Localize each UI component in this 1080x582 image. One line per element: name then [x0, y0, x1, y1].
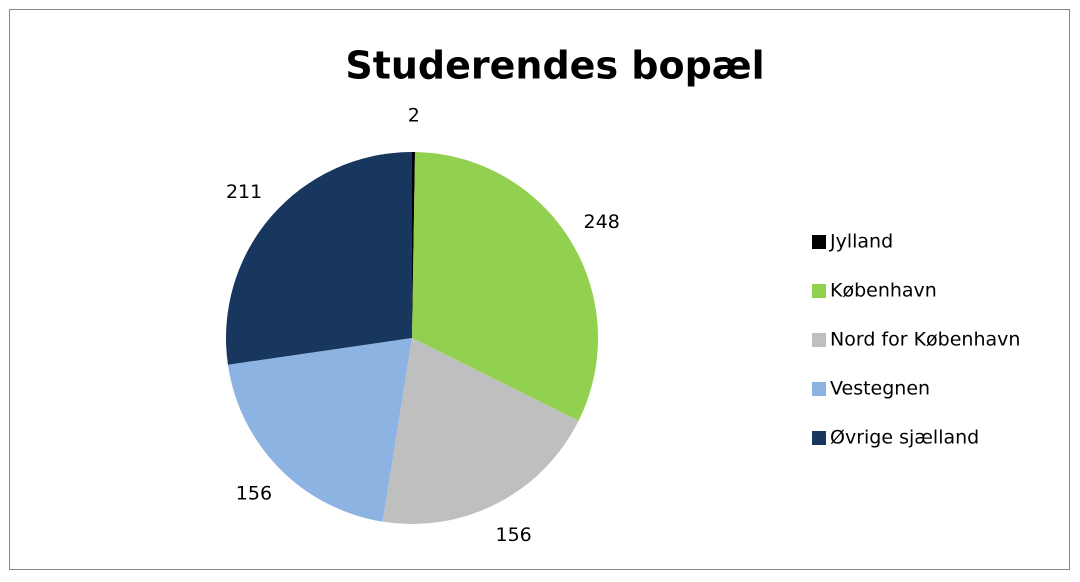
pie-slice	[225, 152, 412, 365]
legend-label: Jylland	[829, 231, 893, 253]
data-label: 156	[495, 524, 531, 546]
legend-swatch	[812, 431, 826, 445]
data-label: 248	[584, 211, 620, 233]
chart-title: Studerendes bopæl	[345, 44, 764, 88]
legend-label: Nord for København	[830, 329, 1020, 351]
data-label: 2	[408, 105, 420, 127]
legend-label: Øvrige sjælland	[830, 427, 979, 449]
legend-swatch	[812, 333, 826, 347]
data-label: 211	[226, 181, 262, 203]
pie-slice	[227, 338, 412, 522]
legend-swatch	[812, 284, 826, 298]
legend-swatch	[812, 235, 826, 249]
legend-label: København	[830, 280, 937, 302]
legend-label: Vestegnen	[830, 378, 930, 400]
pie-slice	[382, 338, 579, 525]
legend-swatch	[812, 382, 826, 396]
pie-slice	[412, 152, 599, 421]
pie-slice	[412, 152, 416, 338]
data-label: 156	[236, 482, 272, 504]
